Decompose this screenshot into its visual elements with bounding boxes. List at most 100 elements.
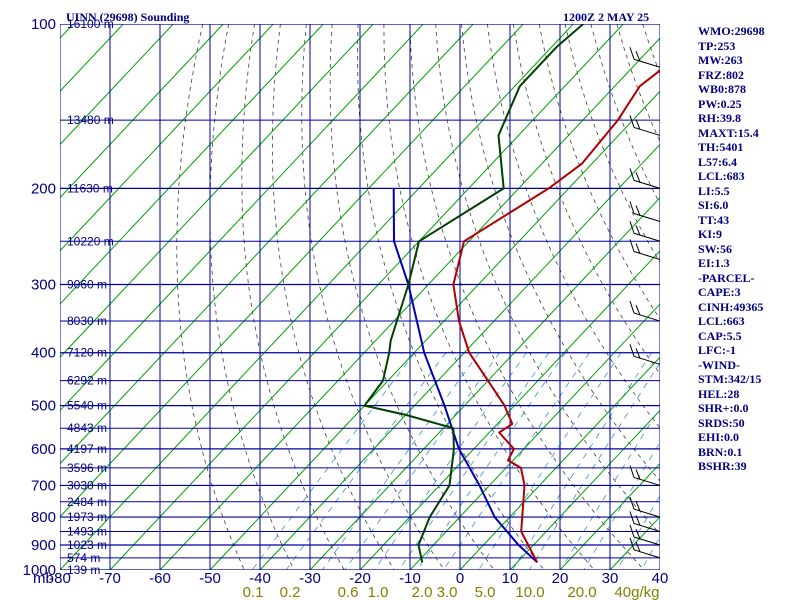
wind-barb [629,168,661,189]
pressure-tick-label: 900 [31,537,56,554]
temperature-tick-label: -30 [299,570,321,587]
temperature-tick-label: -50 [199,570,221,587]
isotherm-line [109,24,624,570]
height-label: 5540 m [67,399,107,413]
isotherm-line [60,24,324,305]
height-label: 4843 m [67,421,107,435]
height-label: 6292 m [67,374,107,388]
temperature-tick-label: -40 [249,570,271,587]
isotherm-line [459,356,660,570]
index-item: L57:6.4 [698,154,737,169]
isotherm-line [60,24,374,358]
mixing-ratio-label: 0.2 [280,584,301,600]
title-right: 1200Z 2 MAY 25 [563,10,649,24]
mixing-ratio-label: 0.1 [243,584,264,600]
pressure-tick-label: 800 [31,509,56,526]
index-item: WB0:878 [698,82,746,96]
pressure-tick-label: 400 [31,345,56,362]
wind-barb [629,221,661,242]
isotherm-line [359,250,660,570]
pressure-tick-label: 300 [31,277,56,294]
temperature-tick-label: 10 [502,570,519,587]
index-item: FRZ:802 [698,67,744,82]
index-item: LCL:683 [698,169,745,183]
height-label: 4197 m [67,442,107,456]
height-label: 3030 m [67,478,107,492]
index-item: SW:56 [698,241,733,256]
height-label: 13480 m [67,113,114,127]
index-item: TP:253 [698,38,736,53]
height-label: 2484 m [67,495,107,509]
index-item: SHR+:0.0 [698,401,749,415]
height-label: 16100 m [67,17,114,31]
height-label: 3596 m [67,461,107,475]
index-item: STM:342/15 [698,372,762,386]
height-label: 7120 m [67,346,107,360]
wind-barb [629,524,661,546]
isotherm-line [60,24,174,146]
wind-barb [629,300,661,322]
index-item: EHI:0.0 [698,430,740,444]
mixing-ratio-label: 1.0 [368,584,389,600]
mixing-ratio-label: 10.0 [515,584,544,600]
wind-barb [629,47,661,68]
index-item: LFC:-1 [698,343,736,357]
index-item: HEL:28 [698,386,740,401]
isotherm-line [60,24,574,570]
index-item: RH:39.8 [698,111,741,125]
temperature-curve [452,69,660,563]
temperature-tick-label: -70 [99,570,121,587]
isotherm-line [409,303,660,570]
index-item: -WIND- [698,357,740,372]
indices-panel: WMO:29698 TP:253 MW:263 FRZ:802 WB0:878 PW:0.… [698,24,765,474]
pressure-tick-label: 600 [31,441,56,458]
mixing-ratio-label: 2.0 [412,584,433,600]
height-label: 139 m [67,563,100,577]
wind-barb-layer [629,47,661,559]
isotherm-line [259,143,660,570]
mixing-ratio-label: 40g/kg [614,584,659,600]
wind-barb [629,465,661,486]
grid-layer [60,24,660,570]
temperature-tick-label: -80 [49,570,71,587]
index-item: CINH:49365 [698,299,764,314]
height-label: 8030 m [67,314,107,328]
wind-barb [629,511,661,532]
isotherm-line [60,24,224,199]
index-item: WMO:29698 [698,24,765,38]
temperature-tick-label: -60 [149,570,171,587]
pressure-tick-label: 700 [31,477,56,494]
wind-barb [629,201,661,222]
index-item: EI:1.3 [698,256,730,270]
height-label: 1023 m [67,538,107,552]
temperature-tick-label: -10 [399,570,421,587]
pressure-tick-label: 100 [31,16,56,33]
wind-barb [629,537,661,559]
index-item: SI:6.0 [698,198,729,212]
isotherm-line [309,196,660,570]
wind-barb [629,344,661,365]
mixing-ratio-label: 3.0 [437,584,458,600]
wind-barb [629,239,661,261]
mixing-ratio-label: 5.0 [475,584,496,600]
index-item: TT:43 [698,212,730,227]
mixing-ratio-label: 0.6 [338,584,359,600]
index-item: BSHR:39 [698,459,747,473]
temperature-tick-label: -20 [349,570,371,587]
isotherm-line [60,24,424,412]
index-item: -PARCEL- [698,270,755,285]
wind-barb [629,115,661,136]
height-label: 1973 m [67,510,107,524]
index-item: LI:5.5 [698,183,730,198]
height-label: 574 m [67,551,100,565]
temperature-tick-label: 40 [652,570,669,587]
temperature-tick-label: 0 [456,570,464,587]
dewpoint-curve [363,24,584,563]
pressure-axis-label: mb [33,570,54,587]
isotherm-line [60,24,524,518]
index-item: CAPE:3 [698,285,741,299]
isotherm-line [209,90,660,570]
index-item: CAP:5.5 [698,328,742,343]
